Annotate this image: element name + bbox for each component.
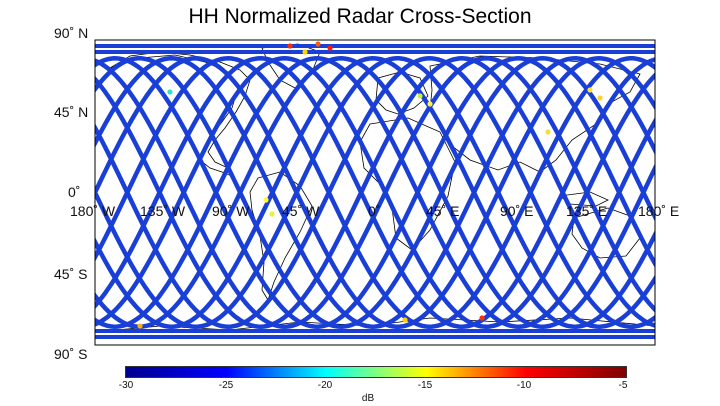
y-tick-45s: 45˚ S — [54, 266, 88, 282]
x-tick-90e: 90˚ E — [500, 203, 534, 219]
hot-spot-13 — [402, 317, 408, 323]
hot-spot-2 — [315, 41, 321, 47]
orbit-track-9 — [95, 56, 655, 329]
hot-spot-6 — [417, 93, 423, 99]
hot-spot-1 — [302, 49, 308, 55]
orbit-track-0 — [95, 56, 655, 329]
colorbar-tick-3: -15 — [417, 380, 433, 391]
colorbar — [125, 366, 627, 378]
colorbar-tick-4: -10 — [516, 380, 532, 391]
colorbar-tick-5: -5 — [618, 380, 628, 391]
x-tick-45e: 45˚ E — [426, 203, 460, 219]
hot-spot-14 — [137, 323, 143, 329]
hot-spot-7 — [427, 101, 433, 107]
y-tick-0: 0˚ — [68, 184, 81, 200]
orbit-track-12 — [95, 56, 655, 329]
x-tick-0: 0˚ — [368, 203, 381, 219]
orbit-track-10 — [95, 56, 655, 329]
orbit-track-13 — [95, 56, 655, 329]
y-tick-45n: 45˚ N — [54, 104, 89, 120]
hot-spot-0 — [287, 43, 293, 49]
colorbar-tick-2: -20 — [317, 380, 333, 391]
y-tick-90n: 90˚ N — [54, 25, 89, 41]
hot-spot-9 — [597, 95, 603, 101]
x-tick-135w: 135˚ W — [140, 203, 186, 219]
orbit-track-3 — [95, 56, 655, 329]
x-tick-90w: 90˚ W — [212, 203, 250, 219]
colorbar-label: dB — [361, 393, 375, 404]
orbit-track-1 — [95, 56, 655, 329]
hot-spot-10 — [545, 129, 551, 135]
orbit-track-8 — [95, 56, 655, 329]
orbit-track-11 — [95, 56, 655, 329]
x-tick-180e: 180˚ E — [638, 203, 680, 219]
y-tick-90s: 90˚ S — [54, 346, 88, 362]
hot-spot-12 — [479, 315, 485, 321]
chart-title: HH Normalized Radar Cross-Section — [188, 5, 532, 28]
polar-band-3 — [95, 335, 655, 339]
orbit-tracks — [95, 44, 655, 339]
polar-band-1 — [95, 50, 655, 54]
plot-frame — [94, 39, 656, 346]
x-tick-45w: 45˚ W — [282, 203, 320, 219]
polar-band-0 — [95, 44, 655, 48]
high-backscatter-segments — [137, 41, 603, 329]
coast-australia — [571, 207, 641, 259]
orbit-track-2 — [95, 56, 655, 329]
x-tick-180w: 180˚ W — [70, 203, 116, 219]
x-tick-135e: 135˚ E — [566, 203, 608, 219]
hot-spot-5 — [269, 211, 275, 217]
hot-spot-3 — [327, 45, 333, 51]
colorbar-tick-1: -25 — [218, 380, 234, 391]
hot-spot-11 — [167, 89, 173, 95]
hot-spot-8 — [587, 87, 593, 93]
colorbar-tick-0: -30 — [118, 380, 134, 391]
hot-spot-4 — [263, 197, 269, 203]
polar-band-2 — [95, 329, 655, 333]
